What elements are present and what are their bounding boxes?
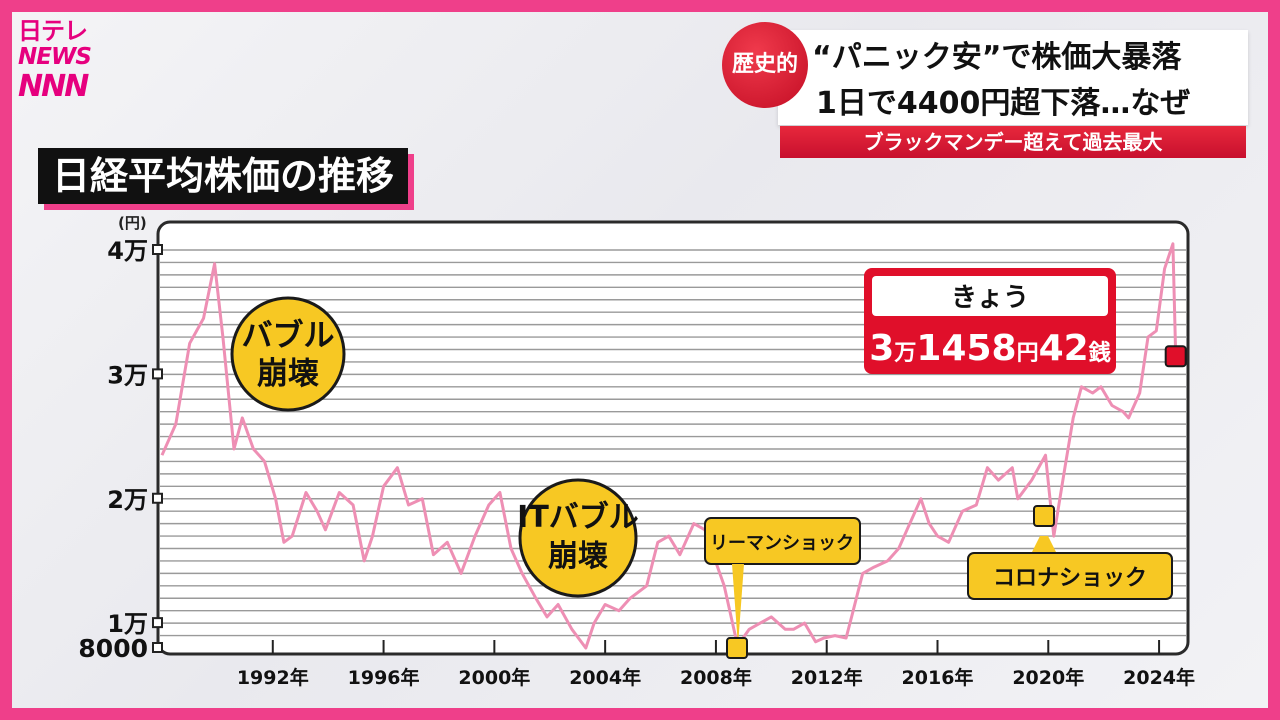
y-tick-mark bbox=[152, 617, 163, 629]
lehman-callout-label: リーマンショック bbox=[710, 533, 854, 554]
lehman-marker bbox=[726, 637, 748, 659]
y-tick-label: 4万 bbox=[107, 237, 148, 265]
headline-subline: ブラックマンデー超えて過去最大 bbox=[780, 126, 1246, 158]
today-value: 3万1458円42銭 bbox=[869, 328, 1110, 369]
today-value-sen-number: 42 bbox=[1039, 328, 1089, 369]
headline-line-1: “パニック安”で株価大暴落 bbox=[812, 40, 1182, 75]
x-tick-label: 2004年 bbox=[569, 666, 641, 689]
x-tick-label: 2012年 bbox=[791, 666, 863, 689]
it-bubble-callout: ITバブル 崩壊 bbox=[517, 478, 639, 598]
today-header: きょう bbox=[951, 283, 1029, 313]
y-tick-mark bbox=[152, 642, 163, 653]
bubble-collapse-callout: バブル 崩壊 bbox=[230, 296, 346, 412]
corona-callout-label: コロナショック bbox=[993, 566, 1147, 591]
logo-line-3: NNN bbox=[18, 69, 89, 104]
it-bubble-callout-line2: 崩壊 bbox=[548, 539, 608, 574]
today-value-man-unit: 万 bbox=[893, 341, 916, 366]
x-tick-label: 2008年 bbox=[680, 666, 752, 689]
x-tick-label: 2000年 bbox=[458, 666, 530, 689]
today-marker bbox=[1164, 345, 1187, 368]
y-tick-label: 1万 bbox=[107, 610, 148, 638]
x-tick-label: 1996年 bbox=[348, 666, 420, 689]
today-value-man-number: 3 bbox=[869, 328, 894, 369]
y-tick-label: 2万 bbox=[107, 486, 148, 514]
y-tick-label: 3万 bbox=[107, 361, 148, 389]
today-callout: きょう 3万1458円42銭 bbox=[864, 268, 1187, 374]
it-bubble-callout-line1: ITバブル bbox=[517, 500, 639, 535]
today-value-yen-number: 1458 bbox=[916, 328, 1016, 369]
corona-marker bbox=[1033, 505, 1055, 527]
y-tick-mark bbox=[152, 368, 163, 380]
lehman-shock-callout: リーマンショック bbox=[704, 517, 861, 659]
x-tick-label: 2020年 bbox=[1012, 666, 1084, 689]
logo-line-2: NEWS bbox=[18, 44, 92, 70]
chart-title: 日経平均株価の推移 bbox=[38, 148, 409, 204]
today-value-sen-unit: 銭 bbox=[1088, 340, 1111, 366]
ntv-news-logo: 日テレ NEWS NNN bbox=[18, 18, 108, 128]
headline-box bbox=[778, 30, 1248, 125]
historic-badge: 歴史的 bbox=[722, 22, 808, 108]
logo-line-1: 日テレ bbox=[18, 17, 88, 45]
y-tick-label: 8000 bbox=[78, 634, 148, 663]
x-tick-label: 2016年 bbox=[902, 666, 974, 689]
corona-shock-callout: コロナショック bbox=[967, 505, 1173, 600]
y-unit-label: (円) bbox=[118, 214, 147, 232]
x-tick-label: 1992年 bbox=[237, 666, 309, 689]
bubble-callout-line1: バブル bbox=[242, 318, 335, 354]
today-value-yen-unit: 円 bbox=[1017, 341, 1039, 366]
y-tick-mark bbox=[152, 244, 163, 255]
x-tick-label: 2024年 bbox=[1123, 666, 1195, 689]
y-tick-mark bbox=[152, 492, 163, 504]
headline-line-2: 1日で4400円超下落…なぜ bbox=[816, 86, 1191, 121]
bubble-callout-line2: 崩壊 bbox=[257, 356, 319, 392]
